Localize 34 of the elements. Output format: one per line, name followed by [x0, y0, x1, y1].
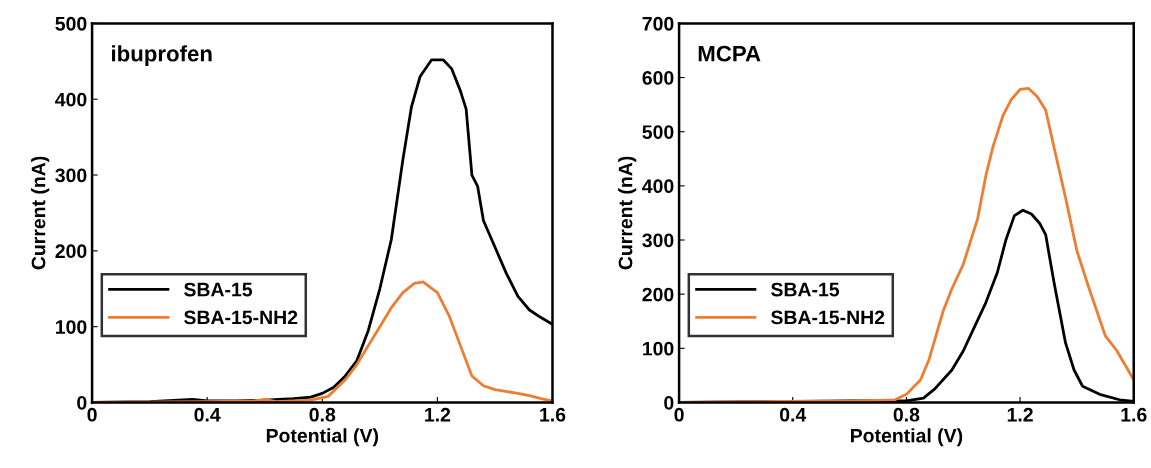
- y-tick-label: 600: [642, 71, 674, 85]
- annotation: ibuprofen: [112, 45, 212, 66]
- y-tick-label: 100: [643, 341, 674, 356]
- y-tick-label: 0: [77, 395, 87, 410]
- y-tick-label: 300: [55, 168, 87, 183]
- y-tick-label: 300: [642, 233, 674, 248]
- y-tick-label: 100: [56, 320, 87, 334]
- y-tick-label: 400: [55, 92, 87, 107]
- y-tick-label: 400: [642, 179, 674, 194]
- legend-label: SBA-15: [771, 282, 840, 297]
- legend-label: SBA-15-NH2: [184, 310, 298, 325]
- legend-label: SBA-15: [184, 282, 253, 297]
- x-tick-label: 1.6: [1121, 407, 1147, 422]
- x-tick-label: 0: [87, 407, 97, 422]
- x-axis-title: Potential (V): [266, 428, 379, 447]
- x-tick-label: 1.2: [1007, 407, 1033, 422]
- x-tick-label: 0.4: [780, 407, 807, 422]
- y-axis-title: Current (nA): [618, 156, 637, 270]
- y-tick-label: 700: [642, 16, 674, 31]
- x-axis-title: Potential (V): [851, 428, 963, 447]
- x-tick-label: 0.8: [893, 407, 920, 422]
- x-tick-label: 0.8: [309, 407, 336, 422]
- y-tick-label: 200: [642, 287, 674, 302]
- annotation: MCPA: [698, 45, 761, 62]
- y-tick-label: 500: [55, 16, 87, 31]
- y-axis-title: Current (nA): [31, 156, 50, 270]
- y-tick-label: 200: [55, 244, 87, 259]
- x-tick-label: 0: [674, 407, 684, 422]
- y-tick-label: 0: [664, 395, 674, 410]
- x-tick-label: 1.2: [425, 407, 451, 422]
- y-tick-label: 500: [642, 125, 674, 139]
- legend-label: SBA-15-NH2: [771, 310, 885, 325]
- x-tick-label: 1.6: [540, 407, 566, 422]
- x-tick-label: 0.4: [194, 407, 221, 422]
